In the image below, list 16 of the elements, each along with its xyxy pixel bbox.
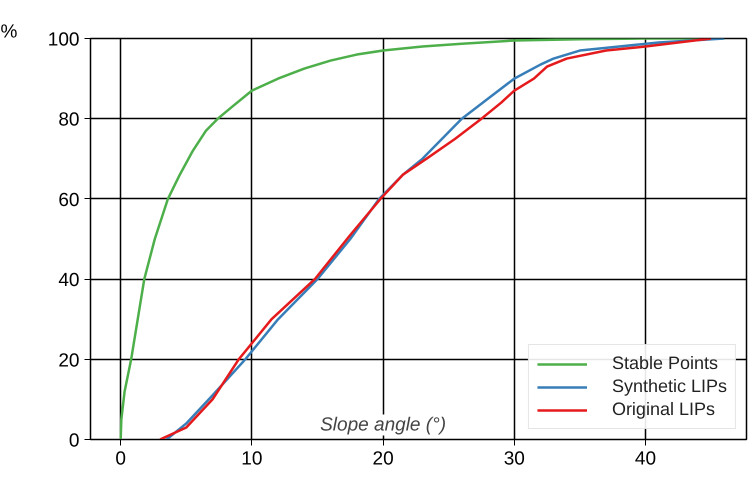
y-tick-label: 100 [48,30,80,50]
y-tick-label: 40 [58,270,80,292]
x-tick-label: 40 [634,448,656,470]
legend-label: Stable Points [612,353,718,374]
legend-label: Synthetic LIPs [612,376,727,397]
y-tick-label: 0 [68,430,80,452]
y-tick-label: 20 [58,350,80,372]
y-axis-title: % [0,22,18,42]
x-tick-label: 30 [504,448,525,470]
legend-label: Original LIPs [612,399,715,420]
x-axis-title: Slope angle (°) [320,414,446,436]
y-tick-label: 60 [58,190,80,211]
y-tick-label: 80 [58,110,80,131]
x-tick-label: 20 [372,448,394,470]
x-tick-label: 0 [115,448,126,470]
x-tick-label: 10 [241,448,262,470]
